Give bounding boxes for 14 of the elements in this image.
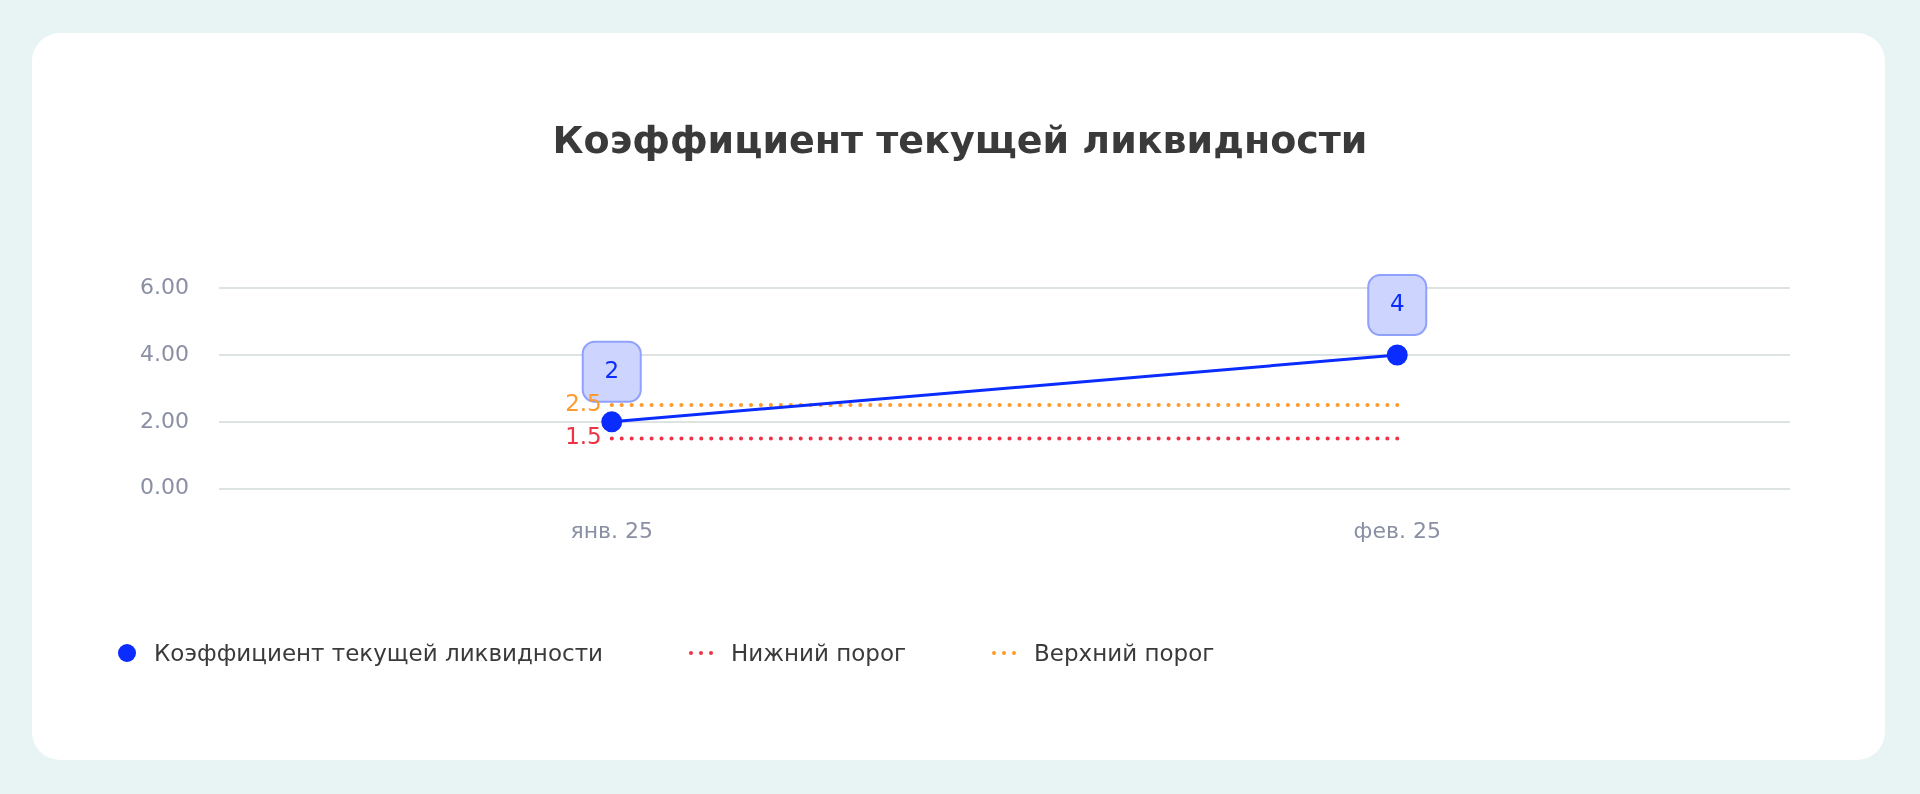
data-label: 4 [1389, 289, 1405, 316]
y-tick-label: 6.00 [140, 273, 189, 299]
y-tick-label: 4.00 [140, 340, 189, 366]
x-tick-label: янв. 25 [570, 517, 654, 543]
data-label: 2.5 [565, 390, 602, 417]
legend-label: Нижний порог [730, 640, 907, 666]
legend-label: Коэффициент текущей ликвидности [154, 640, 603, 666]
legend-label: Верхний порог [1034, 640, 1215, 666]
y-tick-label: 0.00 [140, 474, 189, 500]
data-label: 2 [604, 356, 620, 383]
data-label: 1.5 [565, 423, 602, 450]
x-tick-label: фев. 25 [1353, 517, 1441, 543]
y-tick-label: 2.00 [140, 407, 189, 433]
chart-title: Коэффициент текущей ликвидности [551, 118, 1369, 162]
